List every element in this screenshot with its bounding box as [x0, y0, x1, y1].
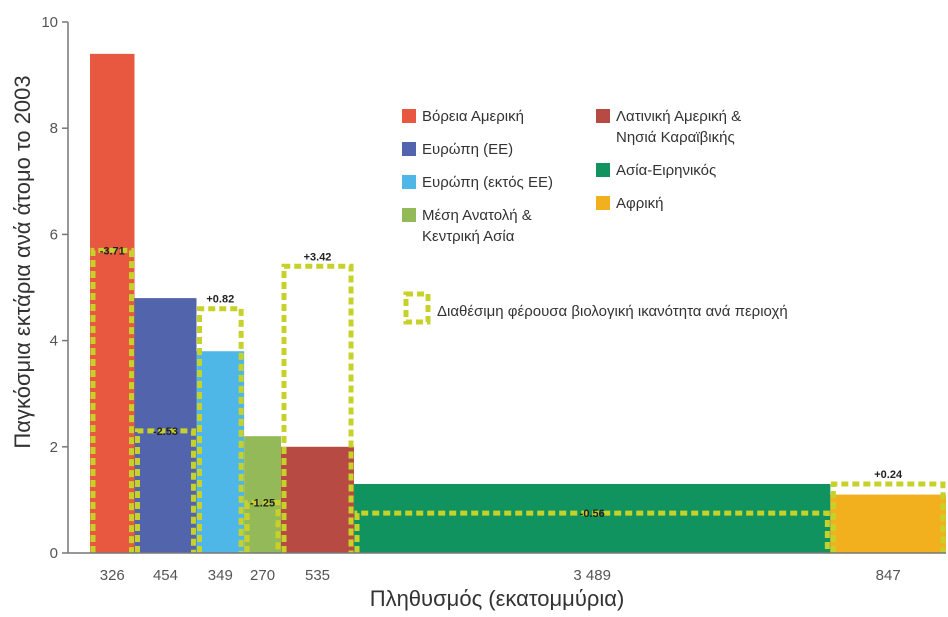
bar-2 — [196, 351, 245, 553]
biocapacity-outline-1 — [135, 428, 196, 553]
biocapacity-outline-4 — [281, 263, 354, 553]
bar-4 — [280, 446, 355, 553]
legend-right-label-0-0: Λατινική Αμερική & — [616, 108, 741, 125]
x-ticks: 326 454 349 270 535 3 489 847 — [100, 567, 901, 584]
biocapacity-outline-2 — [196, 306, 244, 553]
bars-layer — [90, 53, 946, 554]
bar-1 — [134, 298, 197, 553]
diff-label-0: -3.71 — [100, 245, 125, 257]
diff-label-6: +0.24 — [874, 469, 903, 481]
bar-0 — [90, 53, 135, 554]
biocapacity-layer — [90, 247, 946, 553]
diff-label-4: +3.42 — [304, 251, 332, 263]
biocapacity-outline-5 — [354, 510, 830, 553]
legend-right-swatch-1 — [596, 163, 610, 177]
diff-label-2: +0.82 — [206, 294, 234, 306]
y-tick-label: 2 — [50, 439, 58, 456]
biocapacity-outline-3 — [244, 500, 281, 553]
axes-layer — [67, 22, 946, 554]
y-ticks: 0 2 4 6 8 10 — [41, 14, 68, 562]
x-tick-label: 3 489 — [573, 567, 611, 584]
x-tick-label: 454 — [153, 567, 178, 584]
difference-labels: -3.71 -2.53 +0.82 -1.25 +3.42 -0.56 +0.24 — [100, 245, 903, 520]
y-tick-label: 4 — [50, 333, 58, 350]
legend-right-label-2-0: Αφρική — [616, 195, 663, 212]
x-axis-title: Πληθυσμός (εκατομμύρια) — [370, 586, 625, 611]
biocapacity-legend-swatch — [403, 291, 431, 325]
legend: Βόρεια Αμερική Ευρώπη (ΕΕ) Ευρώπη (εκτός Ε… — [402, 108, 788, 325]
x-tick-label: 270 — [250, 567, 275, 584]
x-tick-label: 847 — [876, 567, 901, 584]
y-tick-label: 8 — [50, 120, 58, 137]
y-axis-title: Παγκόσμια εκτάρια ανά άτομο το 2003 — [10, 75, 35, 448]
diff-label-3: -1.25 — [250, 498, 275, 510]
legend-right-swatch-2 — [596, 196, 610, 210]
biocapacity-outline-0 — [90, 247, 135, 553]
legend-left-swatch-1 — [402, 142, 416, 156]
legend-right-swatch-0 — [596, 109, 610, 123]
legend-left-swatch-3 — [402, 208, 416, 222]
biocapacity-legend-label: Διαθέσιμη φέρουσα βιολογική ικανότητα αν… — [437, 303, 788, 320]
x-tick-label: 349 — [208, 567, 233, 584]
y-tick-label: 10 — [41, 14, 58, 31]
legend-left-label-0-0: Βόρεια Αμερική — [422, 108, 524, 125]
diff-label-5: -0.56 — [580, 508, 605, 520]
x-tick-label: 326 — [100, 567, 125, 584]
legend-left-label-2-0: Ευρώπη (εκτός ΕΕ) — [422, 174, 553, 191]
biocapacity-outline-6 — [830, 481, 946, 553]
legend-right-label-0-1: Νησιά Καραϊβικής — [616, 129, 735, 146]
diff-label-1: -2.53 — [153, 426, 178, 438]
legend-left-label-1-0: Ευρώπη (ΕΕ) — [422, 141, 513, 158]
legend-left-label-3-1: Κεντρική Ασία — [422, 228, 515, 245]
y-tick-label: 0 — [50, 545, 58, 562]
bar-5 — [354, 483, 831, 553]
legend-right-label-1-0: Ασία-Ειρηνικός — [616, 162, 716, 179]
legend-left-label-3-0: Μέση Ανατολή & — [422, 207, 532, 224]
bar-3 — [244, 436, 281, 553]
legend-left-swatch-0 — [402, 109, 416, 123]
legend-left-swatch-2 — [402, 175, 416, 189]
x-tick-label: 535 — [305, 567, 330, 584]
y-tick-label: 6 — [50, 226, 58, 243]
bar-6 — [830, 494, 946, 553]
